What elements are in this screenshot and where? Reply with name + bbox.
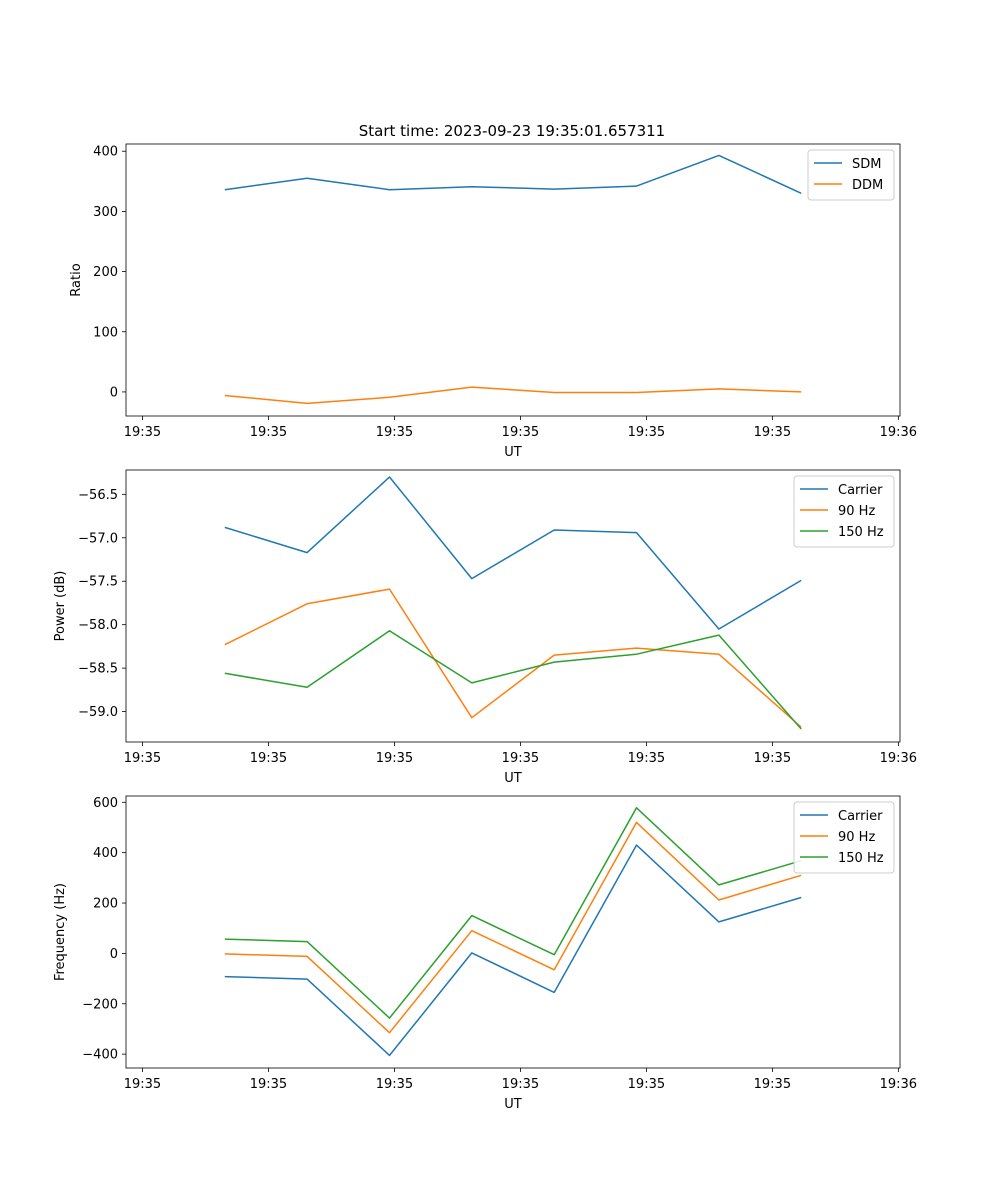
y-tick-label: 0 <box>110 385 118 400</box>
y-tick-label: −57.5 <box>78 575 118 590</box>
power-panel: 19:35 19:35 19:35 19:35 19:35 19:35 19:36 −59.0… <box>53 469 917 786</box>
y-axis-label: Power (dB) <box>53 571 68 642</box>
x-axis-label: UT <box>504 445 522 460</box>
y-tick-label: 400 <box>93 846 118 861</box>
x-tick-label: 19:35 <box>628 1077 665 1092</box>
x-tick-label: 19:35 <box>124 425 161 440</box>
x-tick-label: 19:35 <box>502 425 539 440</box>
frequency-panel: 19:35 19:35 19:35 19:35 19:35 19:35 19:36 −400 −… <box>53 795 917 1112</box>
y-axis-label: Frequency (Hz) <box>53 883 68 981</box>
y-tick-label: −57.0 <box>78 531 118 546</box>
ratio-panel: 19:35 19:35 19:35 19:35 19:35 19:35 19:36 0 100 2… <box>69 143 917 460</box>
legend-label: SDM <box>852 157 881 172</box>
x-tick-label: 19:35 <box>754 1077 791 1092</box>
y-tick-label: −58.0 <box>78 618 118 633</box>
y-axis-label: Ratio <box>69 263 84 296</box>
series-line-90-hz <box>224 588 802 728</box>
series-line-ddm <box>224 386 802 405</box>
legend: Carrier 90 Hz 150 Hz <box>793 475 895 548</box>
series-line-sdm <box>224 154 802 194</box>
x-tick-label: 19:35 <box>124 751 161 766</box>
legend: Carrier 90 Hz 150 Hz <box>793 801 895 874</box>
y-tick-label: 600 <box>93 796 118 811</box>
legend-label: 150 Hz <box>838 525 884 540</box>
y-tick-label: 300 <box>93 205 118 220</box>
series-line-carrier <box>224 844 802 1057</box>
x-tick-label: 19:35 <box>376 1077 413 1092</box>
series-line-150-hz <box>224 630 802 730</box>
y-tick-label: 100 <box>93 325 118 340</box>
x-axis-label: UT <box>504 771 522 786</box>
axes-frame <box>125 143 901 417</box>
legend-label: 90 Hz <box>838 830 875 845</box>
x-tick-label: 19:35 <box>502 1077 539 1092</box>
y-tick-label: −58.5 <box>78 662 118 677</box>
series-line-90-hz <box>224 821 802 1034</box>
legend-label: Carrier <box>838 809 883 824</box>
legend: SDM DDM <box>807 149 895 201</box>
x-tick-label: 19:35 <box>250 425 287 440</box>
x-tick-label: 19:35 <box>376 751 413 766</box>
x-tick-label: 19:36 <box>880 425 917 440</box>
legend-label: 90 Hz <box>838 504 875 519</box>
series-line-150-hz <box>224 807 802 1019</box>
y-tick-label: −200 <box>82 997 118 1012</box>
y-tick-label: 200 <box>93 897 118 912</box>
x-tick-label: 19:35 <box>502 751 539 766</box>
y-tick-label: 0 <box>110 947 118 962</box>
y-tick-label: −400 <box>82 1048 118 1063</box>
x-tick-label: 19:35 <box>124 1077 161 1092</box>
legend-label: Carrier <box>838 483 883 498</box>
x-tick-label: 19:36 <box>880 1077 917 1092</box>
legend-box <box>793 801 895 874</box>
axes-frame <box>125 795 901 1069</box>
y-tick-label: −56.5 <box>78 488 118 503</box>
x-tick-label: 19:35 <box>250 1077 287 1092</box>
y-tick-label: 200 <box>93 265 118 280</box>
x-tick-label: 19:36 <box>880 751 917 766</box>
axes-frame <box>125 469 901 743</box>
series-line-carrier <box>224 476 802 630</box>
figure-title: Start time: 2023-09-23 19:35:01.657311 <box>359 122 665 140</box>
x-tick-label: 19:35 <box>754 751 791 766</box>
legend-label: DDM <box>852 178 883 193</box>
x-tick-label: 19:35 <box>628 425 665 440</box>
x-tick-label: 19:35 <box>628 751 665 766</box>
y-tick-label: 400 <box>93 145 118 160</box>
legend-label: 150 Hz <box>838 851 884 866</box>
x-tick-label: 19:35 <box>754 425 791 440</box>
x-tick-label: 19:35 <box>250 751 287 766</box>
y-tick-label: −59.0 <box>78 705 118 720</box>
x-tick-label: 19:35 <box>376 425 413 440</box>
x-axis-label: UT <box>504 1097 522 1112</box>
legend-box <box>793 475 895 548</box>
